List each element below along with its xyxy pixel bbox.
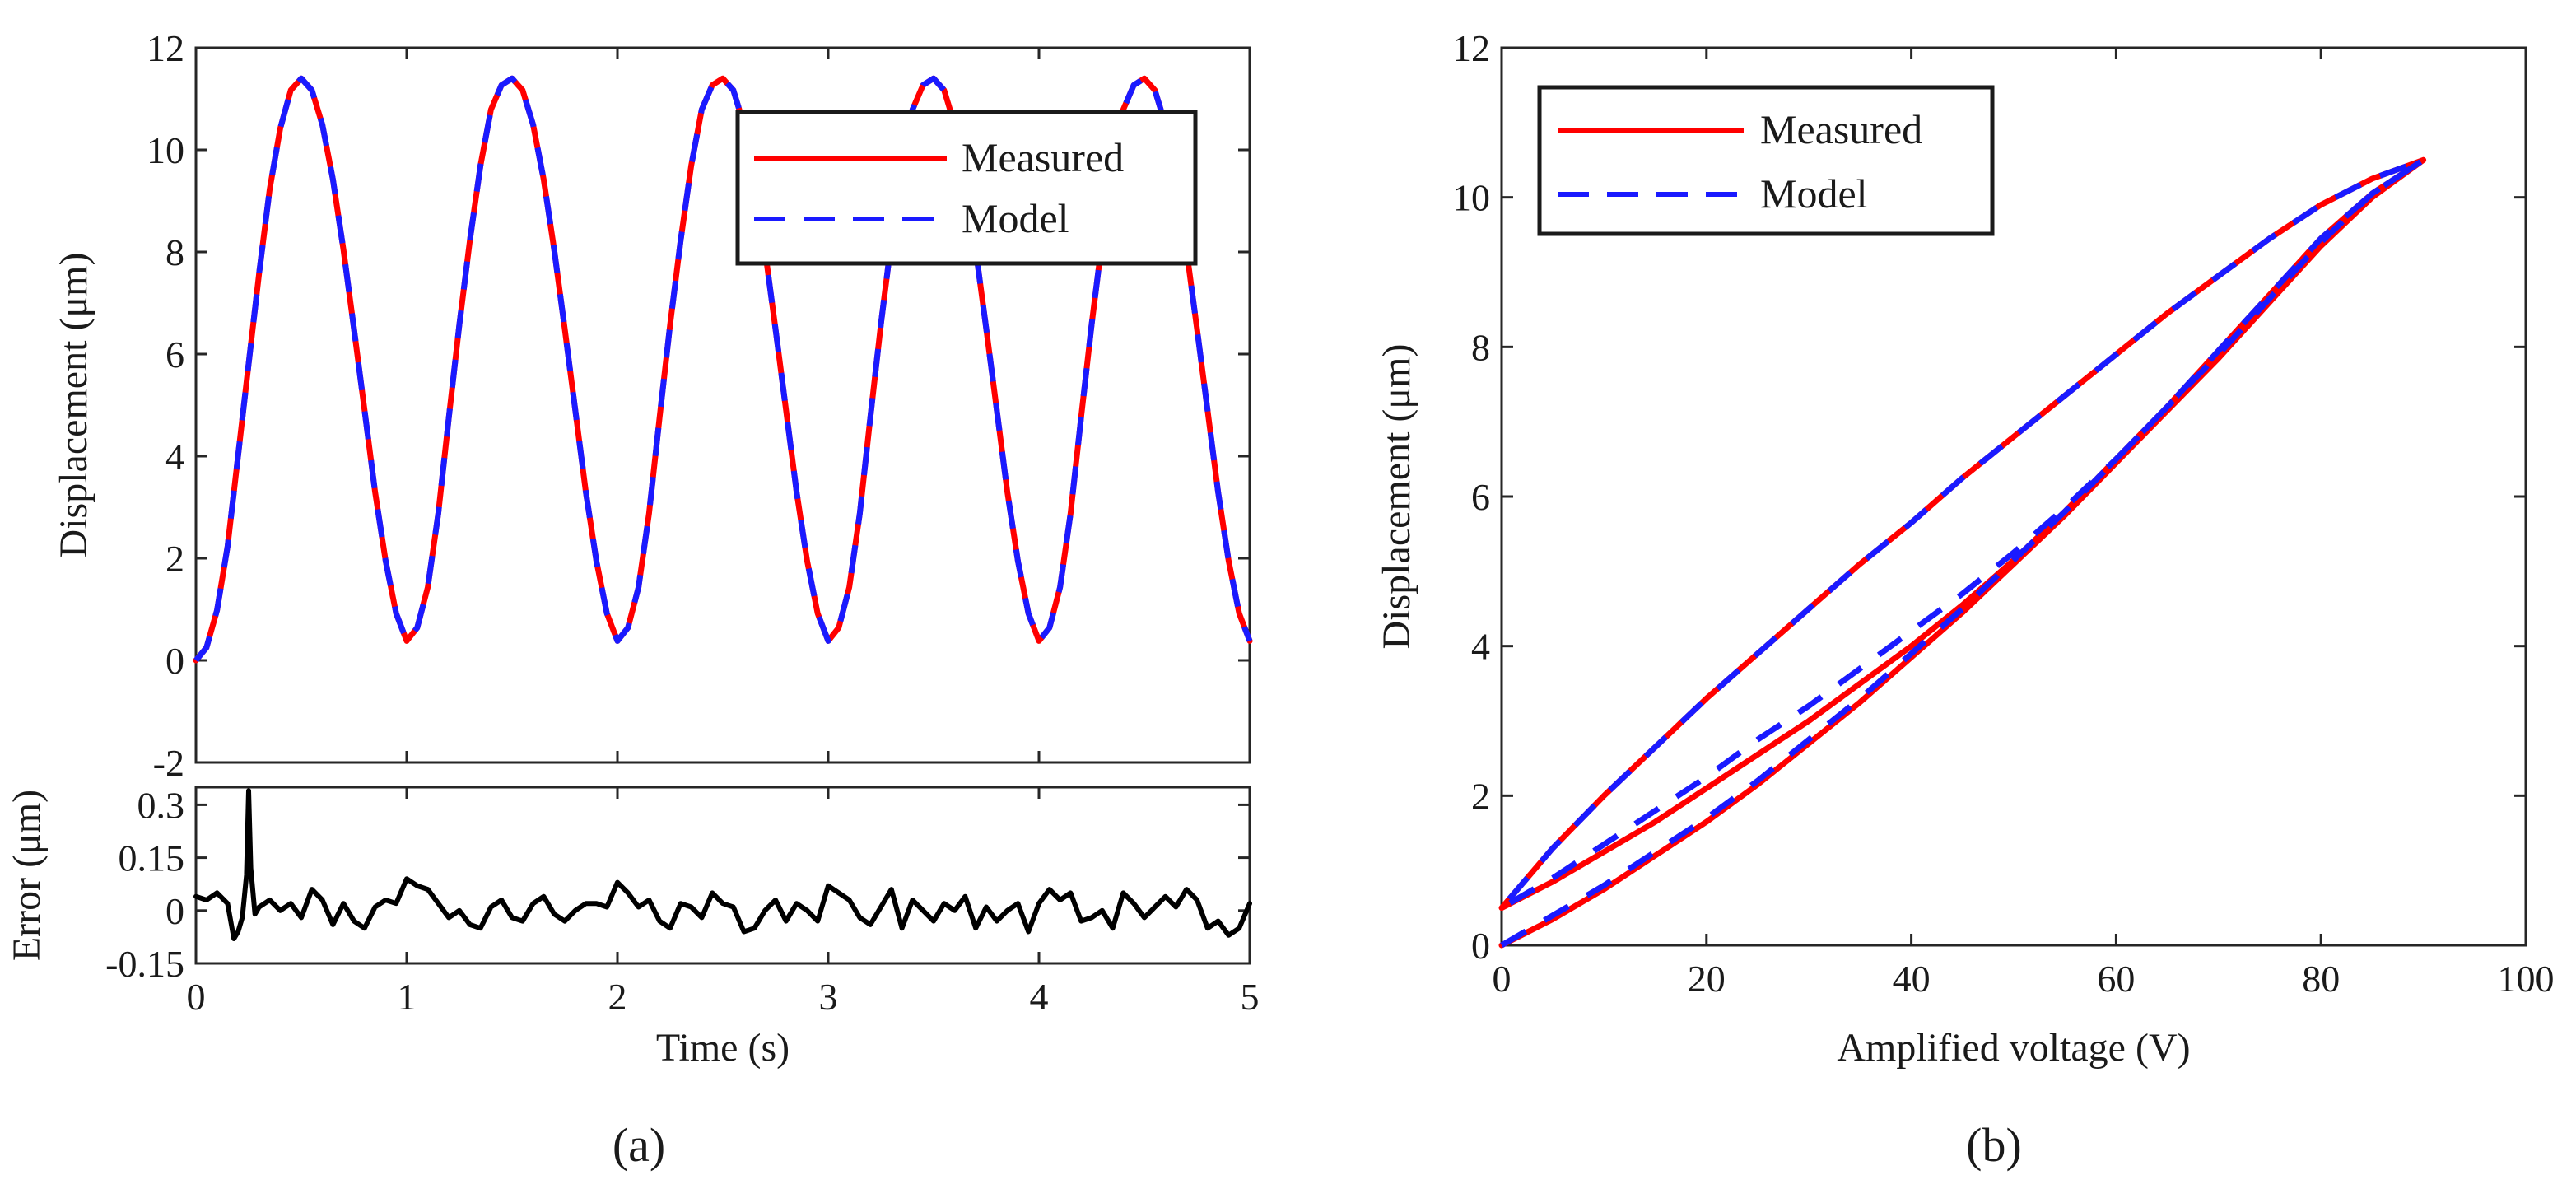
panel-label-a: (a) (613, 1118, 665, 1172)
legend-a-box (735, 110, 1198, 266)
legend-a-measured-label: Measured (962, 134, 1124, 180)
y-tick-label: 6 (1471, 476, 1490, 518)
x-tick-label: 0 (1493, 958, 1512, 1000)
y-tick-label: 0 (1471, 925, 1490, 967)
x-tick-label: 0 (187, 976, 206, 1018)
b-ylabel: Displacement (μm) (1375, 344, 1418, 650)
a-top-series (193, 75, 1253, 664)
y-tick-label: 6 (165, 333, 184, 375)
y-tick-label: 12 (1452, 27, 1490, 69)
a-top-ticks: -2 0 2 4 6 8 10 12 (147, 27, 1251, 784)
x-tick-label: 3 (819, 976, 838, 1018)
y-tick-label: -0.15 (105, 943, 184, 985)
x-tick-label: 2 (608, 976, 627, 1018)
legend-b-measured-label: Measured (1760, 106, 1922, 152)
x-tick-label: 80 (2302, 958, 2340, 1000)
b-series (1498, 156, 2427, 949)
plot-a-displacement: -2 0 2 4 6 8 10 12 Displacement (μm) Measured M… (52, 27, 1253, 784)
legend-b: Measured Model (1537, 85, 1995, 236)
axes-frame-a-bottom (194, 786, 1251, 965)
x-tick-label: 40 (1893, 958, 1931, 1000)
series-line-model (1498, 156, 2427, 949)
b-ticks: 0 2 4 6 8 10 12 0 20 40 60 80 100 (1452, 27, 2555, 1000)
y-tick-label: 10 (147, 129, 184, 171)
b-xlabel: Amplified voltage (V) (1837, 1026, 2190, 1070)
x-tick-label: 1 (398, 976, 417, 1018)
legend-a-model-label: Model (962, 195, 1069, 241)
legend-b-model-label: Model (1760, 170, 1868, 217)
a-bottom-ylabel: Error (μm) (5, 790, 49, 961)
series-line-model (193, 75, 1253, 663)
y-tick-label: 12 (147, 27, 184, 69)
series-line-error (193, 788, 1252, 941)
y-tick-label: 10 (1452, 177, 1490, 219)
panel-label-b: (b) (1966, 1118, 2022, 1172)
y-tick-label: 0 (165, 890, 184, 932)
x-tick-label: 5 (1241, 976, 1260, 1018)
x-tick-label: 4 (1030, 976, 1049, 1018)
legend-b-box (1537, 85, 1995, 236)
x-tick-label: 60 (2097, 958, 2135, 1000)
y-tick-label: -2 (153, 742, 184, 784)
y-tick-label: 2 (165, 538, 184, 580)
x-tick-label: 100 (2498, 958, 2555, 1000)
y-tick-label: 4 (165, 436, 184, 478)
x-tick-label: 20 (1688, 958, 1726, 1000)
y-tick-label: 8 (165, 231, 184, 273)
y-tick-label: 8 (1471, 326, 1490, 368)
y-tick-label: 0.3 (137, 784, 185, 826)
a-bottom-xlabel: Time (s) (656, 1026, 790, 1070)
legend-a: Measured Model (735, 110, 1198, 266)
y-tick-label: 4 (1471, 626, 1490, 668)
y-tick-label: 0 (165, 640, 184, 682)
y-tick-label: 0.15 (119, 837, 185, 879)
a-top-ylabel: Displacement (μm) (52, 253, 95, 558)
y-tick-label: 2 (1471, 775, 1490, 817)
a-bottom-series (193, 788, 1252, 941)
